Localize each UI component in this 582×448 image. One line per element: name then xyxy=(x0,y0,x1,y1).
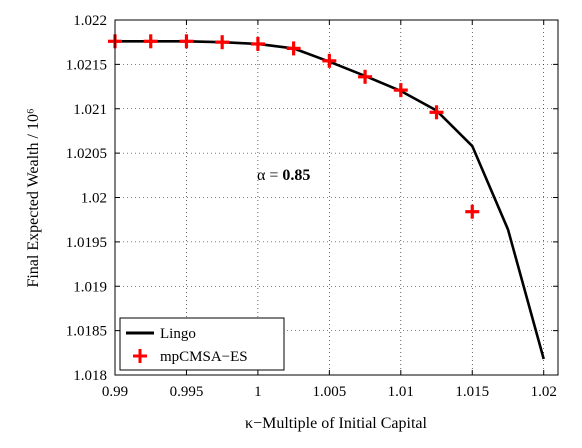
legend-plus-marker xyxy=(133,349,147,363)
y-tick-label: 1.0205 xyxy=(66,146,107,162)
y-tick-label: 1.021 xyxy=(73,102,107,118)
series-marker-mpcmsa xyxy=(465,204,480,219)
series-marker-mpcmsa xyxy=(143,34,158,49)
series-marker-mpcmsa xyxy=(286,41,301,56)
series-marker-mpcmsa xyxy=(179,34,194,49)
alpha-annotation-prefix: α = xyxy=(257,167,282,184)
x-tick-label: 1 xyxy=(254,384,262,400)
alpha-annotation: α = 0.85 xyxy=(257,167,310,184)
y-tick-label: 1.022 xyxy=(73,13,107,29)
series-marker-mpcmsa xyxy=(250,36,265,51)
y-axis-label: Final Expected Wealth / 10⁶ xyxy=(25,108,42,287)
axis-ticks: 0.99 0.995 1 1.005 1.01 1.015 1.02 1.018 1.0185 1… xyxy=(66,13,558,400)
x-tick-label: 1.005 xyxy=(312,384,346,400)
series-marker-mpcmsa xyxy=(358,69,373,84)
series-marker-mpcmsa xyxy=(215,35,230,50)
x-tick-label: 1.015 xyxy=(455,384,489,400)
x-tick-label: 0.99 xyxy=(102,384,128,400)
x-tick-label: 0.995 xyxy=(170,384,204,400)
x-tick-label: 1.02 xyxy=(531,384,557,400)
y-tick-label: 1.02 xyxy=(81,191,107,207)
y-tick-label: 1.019 xyxy=(73,279,107,295)
y-tick-label: 1.0215 xyxy=(66,57,107,73)
plot-area xyxy=(115,20,558,375)
legend: Lingo mpCMSA−ES xyxy=(119,317,285,371)
y-tick-label: 1.0195 xyxy=(66,235,107,251)
y-tick-label: 1.0185 xyxy=(66,324,107,340)
legend-label-mpcmsa: mpCMSA−ES xyxy=(160,349,248,365)
series-marker-mpcmsa xyxy=(393,83,408,98)
x-axis-label: κ−Multiple of Initial Capital xyxy=(245,415,428,432)
legend-box xyxy=(119,317,285,371)
series-marker-mpcmsa xyxy=(322,53,337,68)
legend-label-lingo: Lingo xyxy=(160,326,196,342)
series-marker-mpcmsa xyxy=(429,105,444,120)
alpha-annotation-value: 0.85 xyxy=(282,167,310,184)
y-tick-label: 1.018 xyxy=(73,368,107,384)
x-tick-label: 1.01 xyxy=(388,384,414,400)
